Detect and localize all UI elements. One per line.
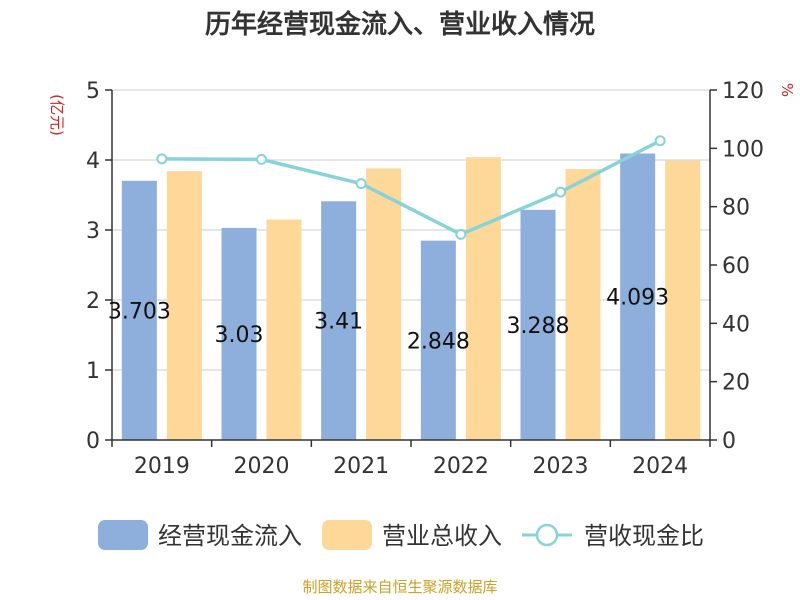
ratio-point-2021	[355, 178, 367, 190]
bar-cash-inflow-2021	[321, 201, 357, 440]
x-tick-label: 2023	[533, 454, 589, 479]
right-tick-label: 40	[722, 312, 750, 337]
bar-revenue-2021	[366, 168, 402, 440]
right-axis-label: %	[778, 83, 796, 97]
legend-swatch	[322, 520, 372, 550]
data-label-2021: 3.41	[314, 310, 363, 335]
right-tick-label: 100	[722, 137, 764, 162]
left-tick-label: 3	[86, 219, 100, 244]
left-tick-label: 4	[86, 149, 100, 174]
bar-revenue-2022	[465, 157, 501, 440]
data-label-2024: 4.093	[606, 286, 669, 311]
left-tick-label: 1	[86, 359, 100, 384]
right-tick-label: 120	[722, 79, 764, 104]
legend-label: 经营现金流入	[158, 522, 302, 550]
bar-revenue-2023	[565, 169, 601, 440]
left-tick-label: 5	[86, 79, 100, 104]
bar-revenue-2024	[665, 160, 701, 440]
bar-cash-inflow-2019	[121, 180, 157, 441]
right-tick-label: 0	[722, 429, 736, 454]
ratio-point-2022	[455, 228, 467, 240]
ratio-point-2023	[555, 186, 566, 198]
left-tick-label: 0	[86, 429, 100, 454]
data-label-2020: 3.03	[215, 323, 264, 348]
ratio-point-2019	[156, 153, 168, 165]
data-labels: 3.703 3.03 3.41 2.848 3.288 4.093	[108, 286, 669, 355]
legend-swatch	[98, 520, 148, 550]
left-axis-label: (亿元)	[48, 94, 66, 136]
ratio-point-2020	[256, 153, 267, 165]
legend-cash-inflow[interactable]: 经营现金流入	[98, 520, 302, 550]
chart-title: 历年经营现金流入、营业收入情况	[204, 10, 595, 40]
bar-cash-inflow-2022	[420, 240, 456, 440]
ratio-line	[156, 135, 666, 240]
x-tick-label: 2024	[632, 454, 688, 479]
data-label-2023: 3.288	[507, 314, 570, 339]
ratio-line-path	[161, 139, 661, 237]
legend-ratio[interactable]: 营收现金比	[522, 522, 704, 550]
bar-cash-inflow-2023	[520, 209, 556, 440]
legend-label: 营业总收入	[382, 522, 502, 550]
ratio-point-2024	[654, 135, 666, 147]
axes: 0 1 2 3 4 5 0 20 40 60 80 100 120 2019 2020 2021 2022 202…	[48, 79, 796, 479]
bar-cash-inflow-2020	[221, 227, 257, 440]
legend: 经营现金流入 营业总收入 营收现金比	[98, 520, 704, 550]
bar-cash-inflow-2024	[620, 153, 656, 441]
right-tick-label: 20	[722, 371, 750, 396]
x-tick-label: 2019	[134, 454, 190, 479]
right-tick-label: 60	[722, 254, 750, 279]
legend-label: 营收现金比	[584, 522, 704, 550]
data-label-2022: 2.848	[407, 329, 470, 354]
bars	[121, 153, 701, 441]
right-tick-label: 80	[722, 196, 750, 221]
x-tick-label: 2022	[433, 454, 489, 479]
bar-revenue-2019	[166, 171, 202, 440]
source-note: 制图数据来自恒生聚源数据库	[302, 578, 498, 596]
bar-revenue-2020	[266, 219, 302, 440]
x-tick-label: 2021	[333, 454, 389, 479]
x-tick-label: 2020	[234, 454, 290, 479]
legend-revenue[interactable]: 营业总收入	[322, 520, 502, 550]
left-tick-label: 2	[86, 289, 100, 314]
legend-marker	[535, 523, 559, 547]
data-label-2019: 3.703	[108, 299, 171, 324]
